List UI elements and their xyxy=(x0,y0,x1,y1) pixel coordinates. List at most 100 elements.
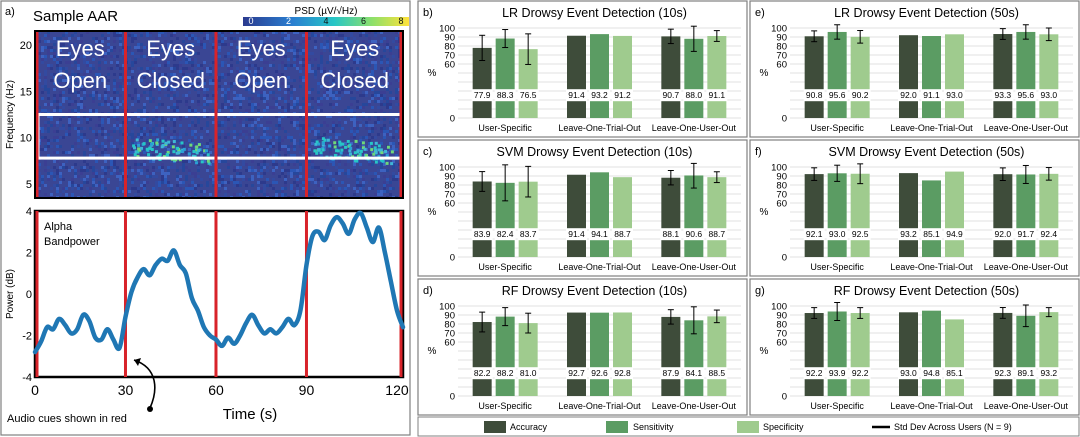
power-y-ticks: 4 2 0 -2 -4 xyxy=(22,206,32,384)
y-tick-90: 90 xyxy=(776,311,787,322)
cue-annotation: Audio cues shown in red xyxy=(7,413,127,425)
power-label-line1: Alpha xyxy=(44,221,73,233)
bar-accuracy-0 xyxy=(472,322,492,396)
cue-arrow xyxy=(133,359,156,409)
bar-label-bg xyxy=(517,367,539,380)
spectrogram-cues xyxy=(35,31,403,198)
bar-value-accuracy-2: 88.1 xyxy=(663,229,680,239)
bar-specificity-1 xyxy=(613,177,632,257)
bar-label-bg xyxy=(1015,228,1037,241)
bar-sensitivity-2 xyxy=(1016,174,1036,257)
bar-label-bg xyxy=(803,228,825,241)
colorbar-tick-8: 8 xyxy=(398,16,403,26)
panel-a-letter: a) xyxy=(5,6,15,18)
colorbar-tick-2: 2 xyxy=(286,16,291,26)
y-tick-90: 90 xyxy=(444,311,455,322)
bar-specificity-0 xyxy=(850,313,870,396)
bar-value-specificity-2: 88.7 xyxy=(709,229,726,239)
bar-value-specificity-1: 91.2 xyxy=(614,90,631,100)
bar-value-specificity-2: 93.2 xyxy=(1041,368,1058,378)
bar-specificity-1 xyxy=(613,312,632,396)
time-x-ticks: 0 30 60 90 120 xyxy=(31,382,409,398)
chart-letter: c) xyxy=(423,146,432,158)
bar-specificity-1 xyxy=(945,34,964,118)
y-tick-100: 100 xyxy=(771,24,787,35)
bar-label-bg xyxy=(898,89,919,102)
bar-value-sensitivity-1: 94.8 xyxy=(923,368,940,378)
category-label-1: Leave-One-Trial-Out xyxy=(558,262,641,272)
alpha-bandpower-line xyxy=(32,210,406,355)
y-tick-80: 80 xyxy=(444,42,455,53)
bar-label-bg xyxy=(992,228,1014,241)
colorbar xyxy=(243,17,409,26)
category-label-2: Leave-One-User-Out xyxy=(652,123,737,133)
bar-label-bg xyxy=(706,89,728,102)
y-tick-70: 70 xyxy=(444,51,455,62)
freq-tick-10: 10 xyxy=(20,133,32,145)
bar-value-sensitivity-2: 91.7 xyxy=(1018,229,1035,239)
y-tick-100: 100 xyxy=(439,302,455,313)
time-xlabel: Time (s) xyxy=(223,406,277,423)
bar-specificity-2 xyxy=(707,177,727,257)
bar-value-sensitivity-2: 90.6 xyxy=(686,229,703,239)
freq-tick-20: 20 xyxy=(20,40,32,52)
bar-value-accuracy-1: 92.0 xyxy=(900,90,917,100)
spectrogram-y-ticks: 20 15 10 5 xyxy=(20,40,32,191)
bar-label-bg xyxy=(803,89,825,102)
bar-value-sensitivity-2: 95.6 xyxy=(1018,90,1035,100)
y-tick-100: 100 xyxy=(771,163,787,174)
bar-specificity-1 xyxy=(613,35,632,118)
legend-label-sensitivity: Sensitivity xyxy=(633,422,674,432)
bar-label-bg xyxy=(683,228,705,241)
bar-sensitivity-1 xyxy=(922,36,941,119)
bar-value-sensitivity-1: 93.2 xyxy=(591,90,608,100)
y-tick-100: 100 xyxy=(439,163,455,174)
y-tick-70: 70 xyxy=(776,51,787,62)
bar-value-sensitivity-1: 92.6 xyxy=(591,368,608,378)
y-tick-60: 60 xyxy=(776,60,787,71)
bar-accuracy-1 xyxy=(899,35,918,119)
bar-accuracy-2 xyxy=(993,174,1013,257)
chart-c: c) SVM Drowsy Event Detection (10s)060708… xyxy=(417,139,748,277)
y-tick-0: 0 xyxy=(450,253,455,264)
chart-ylabel: % xyxy=(760,346,769,357)
bar-value-specificity-0: 92.2 xyxy=(852,368,869,378)
bar-label-bg xyxy=(706,367,728,380)
category-label-2: Leave-One-User-Out xyxy=(984,123,1069,133)
spectrogram-ylabel: Frequency (Hz) xyxy=(5,80,16,149)
bar-sensitivity-0 xyxy=(495,38,515,118)
bar-value-specificity-1: 93.0 xyxy=(946,90,963,100)
chart-g: g) RF Drowsy Event Detection (50s) 0 607080… xyxy=(749,278,1080,416)
bar-label-bg xyxy=(612,228,633,241)
bar-accuracy-1 xyxy=(899,173,918,257)
legend-label-accuracy: Accuracy xyxy=(510,422,548,432)
colorbar-label: PSD (µV/√Hz) xyxy=(295,5,358,17)
chart-title: SVM Drowsy Event Detection (10s) xyxy=(497,145,693,159)
bar-label-bg xyxy=(849,89,871,102)
bar-sensitivity-2 xyxy=(1016,315,1036,396)
bar-specificity-2 xyxy=(1039,312,1059,396)
bar-specificity-1 xyxy=(945,319,964,396)
bar-label-bg xyxy=(471,228,493,241)
bar-label-bg xyxy=(921,89,942,102)
bar-sensitivity-1 xyxy=(590,312,609,396)
bar-label-bg xyxy=(826,367,848,380)
chart-ylabel: % xyxy=(428,68,437,79)
bar-value-accuracy-0: 82.2 xyxy=(474,368,491,378)
y-tick-0: 0 xyxy=(782,114,787,125)
y-tick-100: 100 xyxy=(439,24,455,35)
bar-value-accuracy-1: 91.4 xyxy=(568,229,585,239)
bar-label-bg xyxy=(566,228,587,241)
y-tick-60: 60 xyxy=(776,199,787,210)
y-tick-100: 100 xyxy=(771,302,787,313)
bar-value-accuracy-2: 87.9 xyxy=(663,368,680,378)
chart-ylabel: % xyxy=(760,207,769,218)
y-tick-60: 60 xyxy=(444,60,455,71)
bar-value-sensitivity-1: 94.1 xyxy=(591,229,608,239)
bar-accuracy-2 xyxy=(993,34,1013,118)
colorbar-ticks: 0 2 4 6 8 xyxy=(248,16,403,26)
bar-label-bg xyxy=(660,367,682,380)
bar-value-specificity-1: 85.1 xyxy=(946,368,963,378)
